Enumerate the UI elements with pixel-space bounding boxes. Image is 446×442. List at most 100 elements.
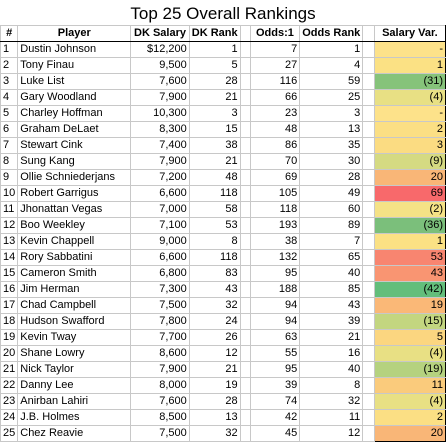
rank-cell: 23	[0, 393, 19, 410]
table-row: 6 Graham DeLaet 8,300 15 48 13 2	[0, 121, 446, 138]
spacer-cell	[239, 265, 251, 282]
spacer-cell	[239, 89, 251, 106]
table-row: 7 Stewart Cink 7,400 38 86 35 3	[0, 137, 446, 154]
player-cell: Sung Kang	[17, 153, 132, 170]
spacer-cell	[362, 409, 375, 426]
odds-cell: 94	[249, 297, 301, 314]
odds-cell: 132	[249, 249, 301, 266]
spacer-cell	[239, 329, 251, 346]
spacer-cell	[362, 73, 375, 90]
odds-cell: 55	[249, 345, 301, 362]
dk-rank-cell: 5	[188, 57, 241, 74]
dk-salary-cell: 7,100	[130, 217, 190, 234]
spacer-cell	[362, 89, 375, 106]
salary-var-cell: (19)	[373, 361, 446, 378]
dk-rank-cell: 118	[188, 185, 241, 202]
table-row: 19 Kevin Tway 7,700 26 63 21 5	[0, 329, 446, 346]
rank-cell: 3	[0, 73, 19, 90]
spacer-cell	[362, 201, 375, 218]
spacer-cell	[239, 217, 251, 234]
odds-rank-cell: 49	[299, 185, 364, 202]
spacer-cell	[362, 121, 375, 138]
spacer-cell	[239, 25, 251, 42]
salary-var-cell: (42)	[373, 281, 446, 298]
player-cell: Tony Finau	[17, 57, 132, 74]
dk-salary-cell: 7,900	[130, 89, 190, 106]
odds-cell: 39	[249, 377, 301, 394]
spacer-cell	[239, 185, 251, 202]
dk-salary-cell: 7,600	[130, 73, 190, 90]
dk-salary-cell: 6,800	[130, 265, 190, 282]
odds-rank-cell: 35	[299, 137, 364, 154]
odds-cell: 7	[249, 41, 301, 58]
table-row: 1 Dustin Johnson $12,200 1 7 1-	[0, 41, 446, 58]
odds-cell: 23	[249, 105, 301, 122]
odds-cell: 42	[249, 409, 301, 426]
player-cell: Nick Taylor	[17, 361, 132, 378]
dk-salary-cell: 6,600	[130, 185, 190, 202]
table-row: 14 Rory Sabbatini 6,600 118 132 65 53	[0, 249, 446, 266]
spacer-cell	[239, 73, 251, 90]
player-cell: Cameron Smith	[17, 265, 132, 282]
spacer-cell	[239, 281, 251, 298]
table-row: 10 Robert Garrigus 6,600 118 105 49 69	[0, 185, 446, 202]
dk-rank-cell: 15	[188, 121, 241, 138]
spacer-cell	[362, 329, 375, 346]
dk-salary-cell: 7,400	[130, 137, 190, 154]
header-rank: #	[0, 25, 19, 42]
spacer-cell	[362, 249, 375, 266]
dk-salary-cell: 6,600	[130, 249, 190, 266]
spacer-cell	[362, 345, 375, 362]
table-row: 8 Sung Kang 7,900 21 70 30 (9)	[0, 153, 446, 170]
player-cell: Rory Sabbatini	[17, 249, 132, 266]
odds-rank-cell: 60	[299, 201, 364, 218]
player-cell: Danny Lee	[17, 377, 132, 394]
odds-cell: 86	[249, 137, 301, 154]
odds-cell: 118	[249, 201, 301, 218]
dk-rank-cell: 32	[188, 425, 241, 442]
table-row: 20 Shane Lowry 8,600 12 55 16 (4)	[0, 345, 446, 362]
odds-cell: 27	[249, 57, 301, 74]
spacer-cell	[362, 41, 375, 58]
dk-salary-cell: 7,700	[130, 329, 190, 346]
salary-var-cell: (4)	[373, 393, 446, 410]
spacer-cell	[362, 169, 375, 186]
player-cell: Jim Herman	[17, 281, 132, 298]
salary-var-cell: -	[373, 41, 446, 58]
player-cell: Stewart Cink	[17, 137, 132, 154]
dk-salary-cell: 10,300	[130, 105, 190, 122]
rank-cell: 25	[0, 425, 19, 442]
rank-cell: 19	[0, 329, 19, 346]
salary-var-cell: 1	[373, 233, 446, 250]
rank-cell: 24	[0, 409, 19, 426]
table-row: 21 Nick Taylor 7,900 21 95 40 (19)	[0, 361, 446, 378]
spacer-cell	[239, 153, 251, 170]
header-player: Player	[17, 25, 132, 42]
rank-cell: 9	[0, 169, 19, 186]
rank-cell: 15	[0, 265, 19, 282]
salary-var-cell: 53	[373, 249, 446, 266]
odds-rank-cell: 4	[299, 57, 364, 74]
spacer-cell	[239, 57, 251, 74]
salary-var-cell: 69	[373, 185, 446, 202]
dk-rank-cell: 32	[188, 297, 241, 314]
dk-rank-cell: 28	[188, 73, 241, 90]
dk-salary-cell: 8,500	[130, 409, 190, 426]
odds-rank-cell: 28	[299, 169, 364, 186]
dk-rank-cell: 13	[188, 409, 241, 426]
dk-rank-cell: 21	[188, 153, 241, 170]
rank-cell: 8	[0, 153, 19, 170]
odds-rank-cell: 40	[299, 265, 364, 282]
spacer-cell	[239, 201, 251, 218]
table-row: 2 Tony Finau 9,500 5 27 4 1	[0, 57, 446, 74]
spacer-cell	[362, 233, 375, 250]
rank-cell: 1	[0, 41, 19, 58]
rank-cell: 11	[0, 201, 19, 218]
salary-var-cell: 11	[373, 377, 446, 394]
salary-var-cell: 2	[373, 121, 446, 138]
spacer-cell	[239, 425, 251, 442]
odds-rank-cell: 16	[299, 345, 364, 362]
dk-rank-cell: 21	[188, 89, 241, 106]
dk-salary-cell: $12,200	[130, 41, 190, 58]
